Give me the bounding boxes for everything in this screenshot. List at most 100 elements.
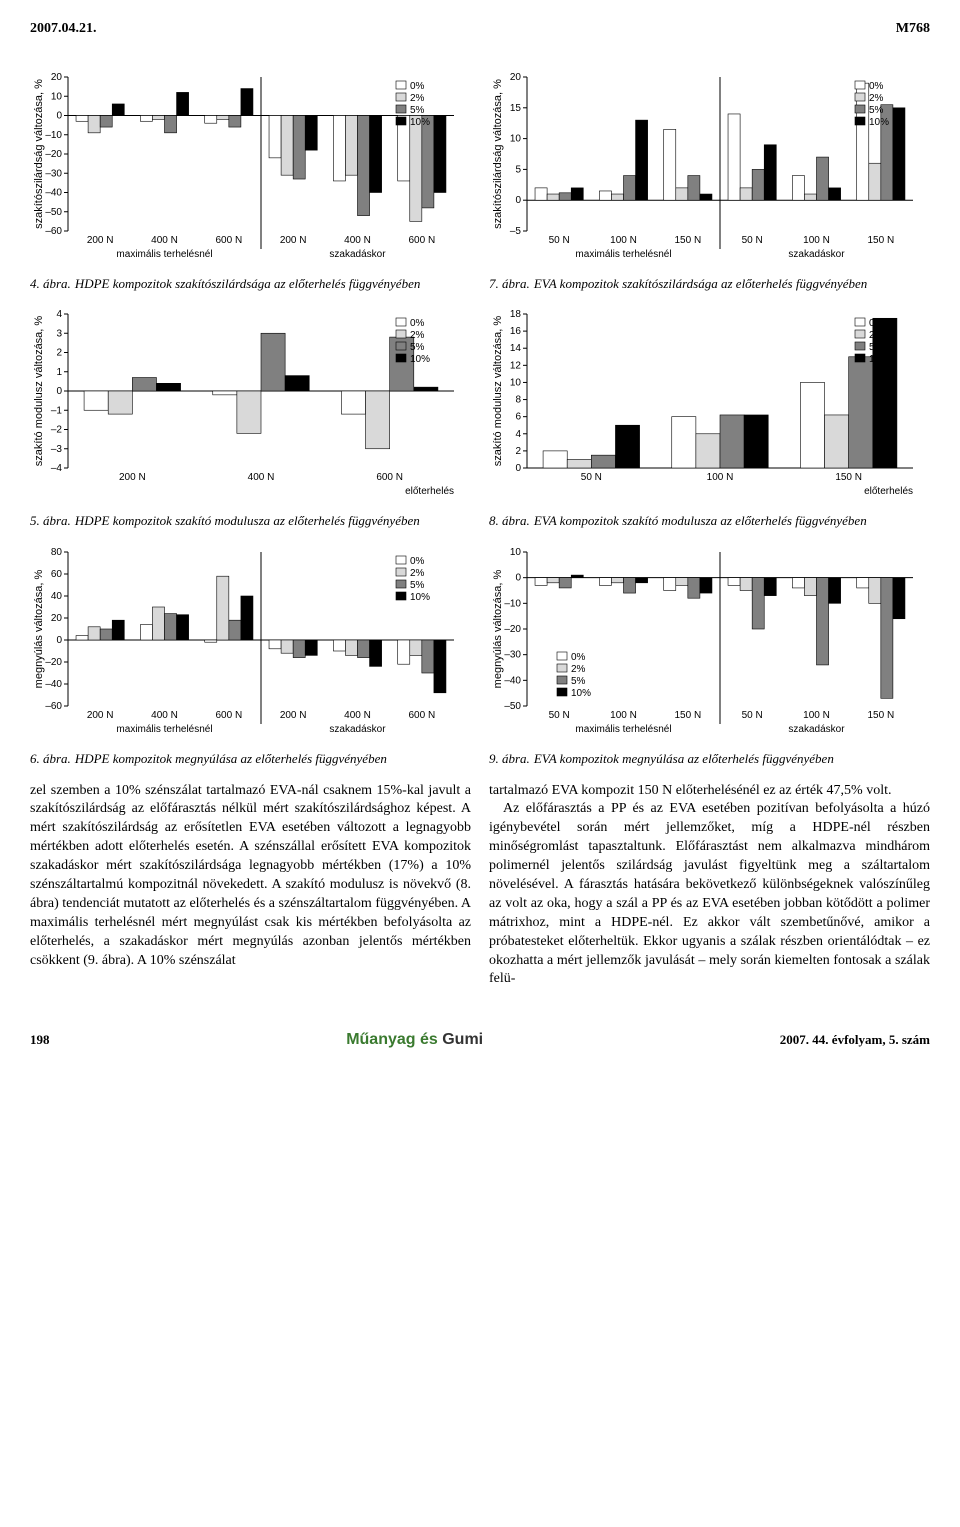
svg-text:150 N: 150 N (674, 710, 701, 721)
svg-text:400 N: 400 N (344, 235, 371, 246)
svg-text:4: 4 (515, 429, 521, 440)
svg-text:–60: –60 (45, 701, 62, 712)
svg-text:20: 20 (510, 72, 522, 83)
brand-right: Gumi (442, 1031, 483, 1048)
svg-text:–40: –40 (504, 675, 521, 686)
svg-text:150 N: 150 N (867, 235, 894, 246)
svg-text:maximális terhelésnél: maximális terhelésnél (116, 724, 212, 735)
svg-text:400 N: 400 N (344, 710, 371, 721)
svg-text:5%: 5% (410, 342, 425, 353)
svg-text:20: 20 (51, 613, 63, 624)
svg-text:–50: –50 (504, 701, 521, 712)
svg-text:–5: –5 (510, 226, 522, 237)
svg-text:2%: 2% (410, 93, 425, 104)
svg-text:100 N: 100 N (610, 710, 637, 721)
svg-text:maximális terhelésnél: maximális terhelésnél (116, 249, 212, 260)
svg-text:5: 5 (515, 164, 521, 175)
left-column: –60–50–40–30–20–1001020szakítószilárdság… (30, 69, 471, 989)
figure-6-label: 6. ábra. (30, 750, 71, 768)
svg-text:–20: –20 (45, 149, 62, 160)
svg-text:50 N: 50 N (742, 235, 763, 246)
svg-text:szakító modulusz változása, %: szakító modulusz változása, % (33, 316, 45, 467)
svg-text:40: 40 (51, 591, 63, 602)
main-columns: –60–50–40–30–20–1001020szakítószilárdság… (30, 69, 930, 989)
svg-text:1: 1 (56, 367, 62, 378)
svg-text:5%: 5% (410, 580, 425, 591)
svg-text:50 N: 50 N (549, 235, 570, 246)
svg-text:80: 80 (51, 547, 63, 558)
svg-text:0%: 0% (410, 318, 425, 329)
header-left: 2007.04.21. (30, 20, 97, 39)
svg-text:0%: 0% (410, 556, 425, 567)
svg-text:600 N: 600 N (408, 710, 435, 721)
svg-text:0%: 0% (869, 318, 884, 329)
figure-4-chart: –60–50–40–30–20–1001020szakítószilárdság… (30, 69, 471, 269)
svg-text:3: 3 (56, 329, 62, 340)
svg-text:–1: –1 (51, 406, 63, 417)
svg-text:0: 0 (56, 110, 62, 121)
svg-text:200 N: 200 N (87, 710, 114, 721)
svg-text:200 N: 200 N (280, 235, 307, 246)
svg-text:50 N: 50 N (549, 710, 570, 721)
svg-text:50 N: 50 N (742, 710, 763, 721)
svg-text:0: 0 (56, 386, 62, 397)
svg-text:2%: 2% (869, 330, 884, 341)
header-right: M768 (896, 20, 930, 39)
figure-5-chart: –4–3–2–101234szakító modulusz változása,… (30, 306, 471, 506)
svg-text:5%: 5% (410, 105, 425, 116)
svg-text:10: 10 (51, 91, 63, 102)
svg-text:150 N: 150 N (867, 710, 894, 721)
svg-text:2%: 2% (410, 568, 425, 579)
svg-text:0: 0 (515, 573, 521, 584)
svg-text:5%: 5% (869, 342, 884, 353)
svg-text:10: 10 (510, 547, 522, 558)
svg-text:100 N: 100 N (707, 472, 734, 483)
svg-text:100 N: 100 N (803, 235, 830, 246)
svg-text:–30: –30 (504, 650, 521, 661)
svg-text:200 N: 200 N (280, 710, 307, 721)
svg-text:szakító modulusz változása, %: szakító modulusz változása, % (492, 316, 504, 467)
figure-5-caption: 5. ábra. HDPE kompozitok szakító modulus… (30, 512, 471, 530)
svg-text:–40: –40 (45, 679, 62, 690)
svg-text:600 N: 600 N (408, 235, 435, 246)
svg-text:0: 0 (56, 635, 62, 646)
svg-text:10%: 10% (869, 354, 889, 365)
svg-text:–3: –3 (51, 444, 63, 455)
svg-text:5%: 5% (869, 105, 884, 116)
svg-text:–2: –2 (51, 425, 63, 436)
svg-text:100 N: 100 N (803, 710, 830, 721)
svg-text:600 N: 600 N (215, 710, 242, 721)
svg-text:–40: –40 (45, 187, 62, 198)
figure-7-chart: –505101520szakítószilárdság változása, %… (489, 69, 930, 269)
svg-text:10: 10 (510, 133, 522, 144)
svg-text:20: 20 (51, 72, 63, 83)
brand-left: Műanyag (346, 1031, 415, 1048)
svg-text:előterhelés: előterhelés (864, 486, 913, 497)
svg-text:10: 10 (510, 378, 522, 389)
figure-5-label: 5. ábra. (30, 512, 71, 530)
svg-text:200 N: 200 N (119, 472, 146, 483)
figure-4-label: 4. ábra. (30, 275, 71, 293)
figure-9-chart: –50–40–30–20–10010megnyúlás változása, %… (489, 544, 930, 744)
figure-8-label: 8. ábra. (489, 512, 530, 530)
page-footer: 198 Műanyag és Gumi 2007. 44. évfolyam, … (30, 1029, 930, 1051)
figure-5-text: HDPE kompozitok szakító modulusza az elő… (75, 512, 471, 530)
svg-text:előterhelés: előterhelés (405, 486, 454, 497)
svg-text:–4: –4 (51, 463, 63, 474)
svg-text:4: 4 (56, 309, 62, 320)
svg-text:18: 18 (510, 309, 522, 320)
figure-8-text: EVA kompozitok szakító modulusza az előt… (534, 512, 930, 530)
brand-mid: és (416, 1031, 443, 1048)
svg-text:600 N: 600 N (376, 472, 403, 483)
svg-text:–60: –60 (45, 226, 62, 237)
svg-text:2%: 2% (571, 664, 586, 675)
svg-text:2%: 2% (410, 330, 425, 341)
svg-text:maximális terhelésnél: maximális terhelésnél (575, 249, 671, 260)
figure-6-caption: 6. ábra. HDPE kompozitok megnyúlása az e… (30, 750, 471, 768)
svg-text:–20: –20 (45, 657, 62, 668)
svg-text:–30: –30 (45, 168, 62, 179)
svg-text:10%: 10% (410, 117, 430, 128)
svg-text:–10: –10 (504, 598, 521, 609)
svg-text:–20: –20 (504, 624, 521, 635)
svg-text:400 N: 400 N (151, 235, 178, 246)
